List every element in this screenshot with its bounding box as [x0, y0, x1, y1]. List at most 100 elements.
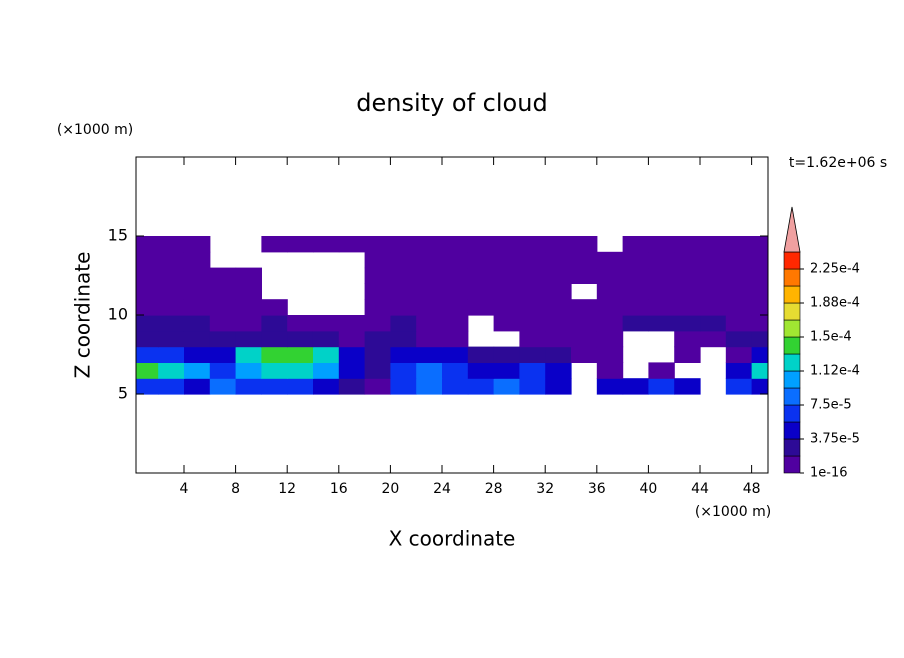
contour-cell — [622, 251, 650, 269]
contour-cell — [519, 299, 546, 316]
colorbar-band — [783, 353, 801, 372]
contour-cell — [312, 236, 340, 253]
contour-cell — [442, 330, 469, 348]
contour-cell — [416, 267, 443, 284]
contour-cell — [545, 346, 572, 363]
colorbar-extend — [783, 206, 801, 253]
contour-cell — [467, 251, 495, 269]
contour-cell — [622, 283, 650, 300]
contour-cell — [416, 299, 443, 316]
contour-cell — [493, 378, 521, 395]
contour-cell — [442, 315, 469, 332]
contour-cell — [622, 378, 650, 395]
contour-cell — [674, 346, 701, 363]
contour-cell — [261, 315, 288, 332]
contour-cell — [571, 251, 598, 269]
colorbar-tick-label: 2.25e-4 — [810, 262, 860, 277]
contour-cell — [442, 299, 469, 316]
contour-cell — [235, 299, 262, 316]
contour-cell — [136, 315, 159, 332]
contour-cell — [338, 362, 366, 379]
colorbar-band — [783, 285, 801, 304]
contour-cell — [209, 267, 237, 284]
contour-cell — [183, 236, 211, 253]
contour-cell — [390, 283, 417, 300]
contour-cell — [596, 362, 624, 379]
contour-cell — [338, 378, 366, 395]
colorbar-band — [783, 438, 801, 457]
contour-cell — [364, 315, 391, 332]
contour-cell — [261, 330, 288, 348]
contour-cell — [209, 346, 237, 363]
contour-cell — [390, 251, 417, 269]
contour-cell — [648, 251, 675, 269]
colorbar-band — [783, 302, 801, 321]
contour-cell — [136, 346, 159, 363]
contour-cell — [364, 378, 391, 395]
contour-cell — [416, 362, 443, 379]
contour-cell — [571, 315, 598, 332]
contour-cell — [209, 378, 237, 395]
contour-cell — [674, 315, 701, 332]
contour-cell — [209, 315, 237, 332]
contour-cell — [416, 236, 443, 253]
colorbar-band — [783, 421, 801, 440]
contour-cell — [158, 378, 185, 395]
contour-cell — [751, 346, 768, 363]
colorbar-tick-label: 1.5e-4 — [810, 330, 852, 345]
contour-cell — [261, 236, 288, 253]
contour-cell — [519, 315, 546, 332]
x-tick-label: 12 — [278, 481, 296, 497]
contour-cell — [158, 251, 185, 269]
contour-cell — [442, 236, 469, 253]
contour-cell — [493, 315, 521, 332]
contour-cell — [493, 236, 521, 253]
contour-cell — [183, 315, 211, 332]
contour-cell — [674, 236, 701, 253]
contour-cell — [390, 378, 417, 395]
contour-cell — [700, 299, 727, 316]
contour-cell — [312, 378, 340, 395]
contour-cell — [725, 299, 753, 316]
contour-cell — [596, 299, 624, 316]
contour-cell — [545, 267, 572, 284]
y-unit-label: (×1000 m) — [57, 122, 133, 138]
contour-cell — [312, 330, 340, 348]
contour-cell — [364, 283, 391, 300]
contour-cell — [674, 283, 701, 300]
x-tick-label: 36 — [588, 481, 606, 497]
contour-cell — [493, 346, 521, 363]
contour-cell — [519, 283, 546, 300]
contour-cell — [158, 283, 185, 300]
contour-cell — [622, 299, 650, 316]
contour-cell — [725, 315, 753, 332]
contour-cell — [261, 378, 288, 395]
contour-cell — [312, 362, 340, 379]
contour-cell — [467, 236, 495, 253]
contour-cell — [235, 346, 262, 363]
contour-cell — [390, 299, 417, 316]
contour-cell — [136, 236, 159, 253]
colorbar-band — [783, 336, 801, 355]
contour-cell — [442, 378, 469, 395]
contour-cell — [390, 362, 417, 379]
x-tick-label: 44 — [691, 481, 709, 497]
contour-cell — [158, 299, 185, 316]
contour-cell — [390, 330, 417, 348]
contour-cell — [571, 236, 598, 253]
contour-cell — [571, 346, 598, 363]
contour-cell — [545, 330, 572, 348]
contour-cell — [674, 378, 701, 395]
contour-cell — [467, 346, 495, 363]
colorbar-tick-label: 7.5e-5 — [810, 398, 852, 413]
contour-cell — [364, 346, 391, 363]
contour-cell — [751, 378, 768, 395]
contour-cell — [416, 315, 443, 332]
contour-cell — [287, 346, 314, 363]
contour-cell — [183, 346, 211, 363]
contour-cell — [416, 330, 443, 348]
contour-cell — [158, 236, 185, 253]
contour-cell — [158, 346, 185, 363]
